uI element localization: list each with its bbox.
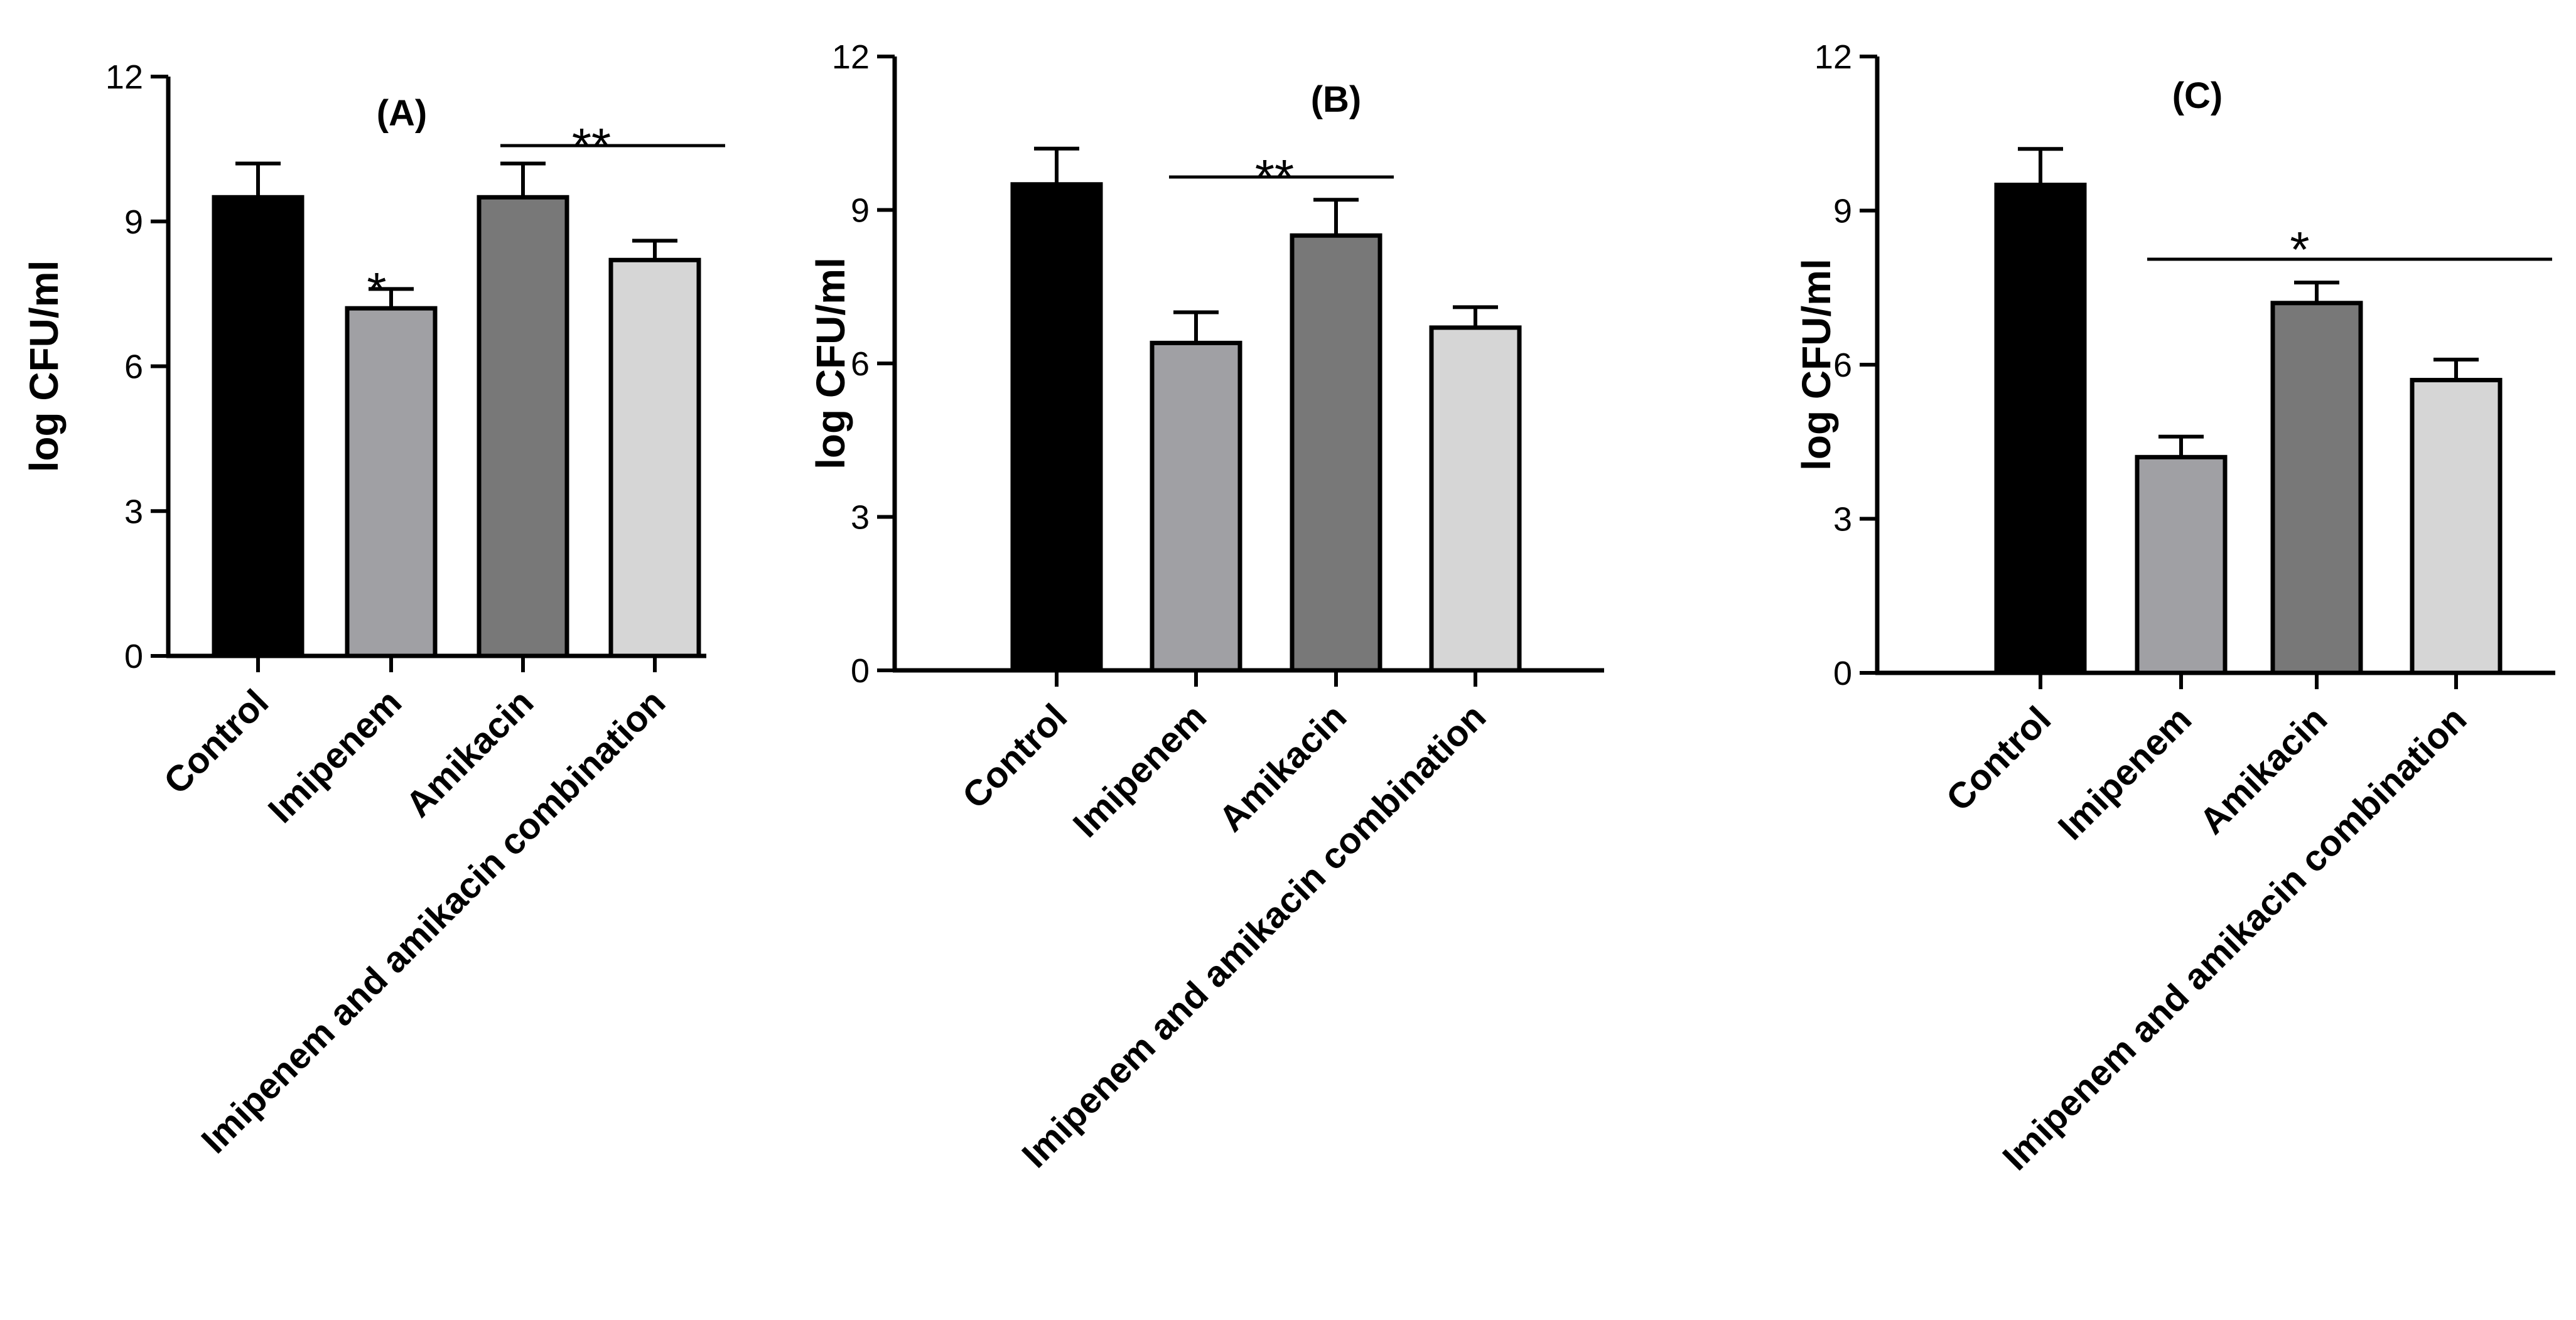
panel-title: (A) [377, 93, 428, 134]
y-tick-label: 9 [851, 192, 870, 230]
bar-imipenem [1150, 340, 1242, 673]
significance-label: ** [1255, 149, 1294, 205]
category-label: Imipenem [261, 682, 409, 830]
category-label: Control [156, 682, 276, 802]
significance-label: * [2290, 222, 2309, 277]
bar-imipenem [2135, 454, 2228, 675]
bar-imipenem-and-amikacin-combination [2410, 378, 2503, 675]
category-label: Amikacin [398, 682, 541, 825]
chart-panel-c: 0 3 6 9 12 log CFU/ml (C) ControlImipenemAmikac… [1794, 38, 2555, 1178]
panel-title: (C) [2172, 75, 2223, 116]
chart-panel-a: 0 3 6 9 12 log CFU/ml (A) ControlImipenemAmikac… [21, 58, 725, 1161]
category-label: Imipenem and amikacin combination [193, 682, 673, 1161]
category-label: Imipenem [2051, 699, 2199, 847]
category-label: Amikacin [1211, 696, 1354, 839]
y-axis-label: log CFU/ml [1794, 259, 1839, 471]
y-tick-label: 12 [105, 58, 143, 96]
bar-control [1994, 183, 2087, 675]
y-tick-label: 3 [124, 493, 143, 530]
category-label: Control [1938, 699, 2059, 819]
bar-amikacin [1290, 233, 1382, 673]
y-tick-label: 9 [124, 203, 143, 241]
y-tick-label: 12 [1814, 38, 1852, 76]
y-tick-label: 0 [124, 638, 143, 675]
y-tick-label: 0 [1833, 655, 1852, 692]
y-tick-label: 6 [124, 348, 143, 386]
y-axis-label: log CFU/ml [21, 260, 67, 473]
significance-label: * [367, 262, 386, 318]
category-label: Imipenem [1065, 696, 1214, 845]
bar-amikacin [2270, 301, 2363, 675]
y-tick-label: 9 [1833, 193, 1852, 230]
bar-imipenem-and-amikacin-combination [1429, 325, 1522, 673]
category-label: Amikacin [2192, 699, 2335, 842]
category-label: Control [954, 696, 1075, 817]
y-tick-label: 12 [832, 38, 870, 76]
bar-imipenem [345, 306, 438, 658]
y-tick-label: 3 [851, 499, 870, 537]
bar-control [212, 195, 304, 658]
y-tick-label: 6 [1833, 346, 1852, 384]
bar-amikacin [477, 195, 569, 658]
bar-control [1010, 182, 1103, 673]
chart-panel-b: 0 3 6 9 12 log CFU/ml (B) ControlImipenemAmikac… [808, 38, 1604, 1176]
bar-imipenem-and-amikacin-combination [608, 257, 701, 658]
y-tick-label: 6 [851, 345, 870, 383]
y-tick-label: 3 [1833, 501, 1852, 539]
y-tick-label: 0 [851, 652, 870, 690]
y-axis-label: log CFU/ml [808, 257, 853, 470]
significance-label: ** [572, 118, 611, 174]
panel-title: (B) [1311, 79, 1362, 120]
